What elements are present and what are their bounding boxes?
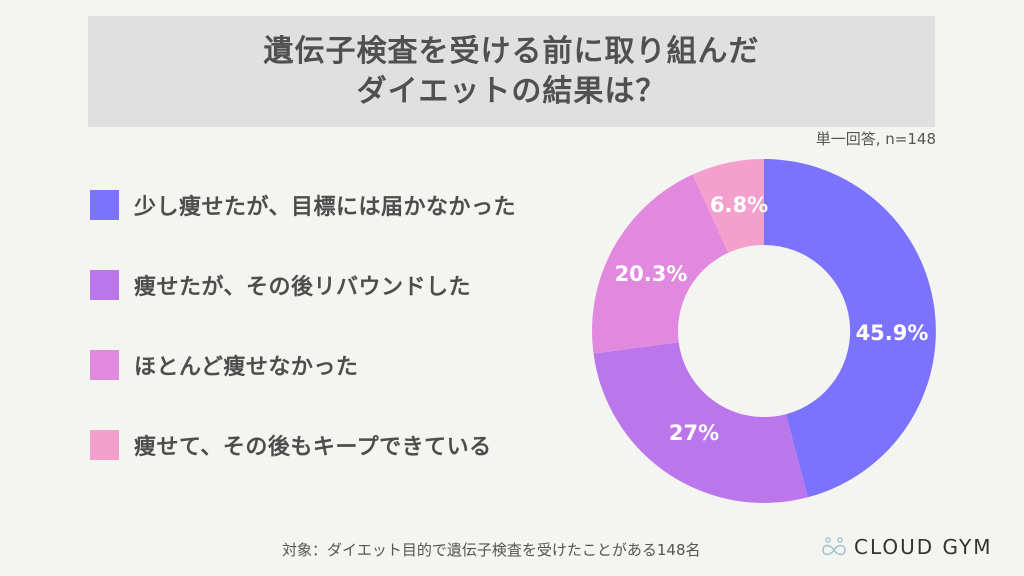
- donut-slice-not-reached-goal[interactable]: [764, 159, 936, 498]
- legend-item: 痩せて、その後もキープできている: [90, 430, 516, 460]
- title-banner: 遺伝子検査を受ける前に取り組んだ ダイエットの結果は？: [88, 16, 935, 127]
- legend-swatch: [90, 270, 119, 300]
- donut-slice-kept-off[interactable]: [692, 159, 764, 253]
- legend: 少し痩せたが、目標には届かなかった 痩せたが、その後リバウンドした ほとんど痩せ…: [90, 190, 516, 510]
- legend-label: 少し痩せたが、目標には届かなかった: [134, 195, 517, 220]
- legend-swatch: [90, 350, 119, 380]
- brand-name: CLOUD GYM: [854, 535, 993, 559]
- legend-item: 痩せたが、その後リバウンドした: [90, 270, 516, 300]
- legend-swatch: [90, 190, 119, 220]
- donut-slice-barely-lost[interactable]: [592, 174, 729, 354]
- brand-logo: CLOUD GYM: [820, 535, 993, 559]
- footer-target-note: 対象：ダイエット目的で遺伝子検査を受けたことがある148名: [282, 541, 701, 559]
- legend-swatch: [90, 430, 119, 460]
- legend-label: 痩せて、その後もキープできている: [134, 435, 492, 460]
- infinity-people-icon: [822, 537, 846, 556]
- legend-label: 痩せたが、その後リバウンドした: [134, 275, 472, 300]
- legend-item: 少し痩せたが、目標には届かなかった: [90, 190, 516, 220]
- sample-note: 単一回答, n=148: [815, 130, 936, 148]
- legend-item: ほとんど痩せなかった: [90, 350, 516, 380]
- legend-label: ほとんど痩せなかった: [134, 355, 359, 380]
- donut-slice-rebound[interactable]: [593, 342, 808, 503]
- chart-title-line-1: 遺伝子検査を受ける前に取り組んだ: [263, 33, 760, 69]
- chart-title-line-2: ダイエットの結果は？: [356, 73, 667, 109]
